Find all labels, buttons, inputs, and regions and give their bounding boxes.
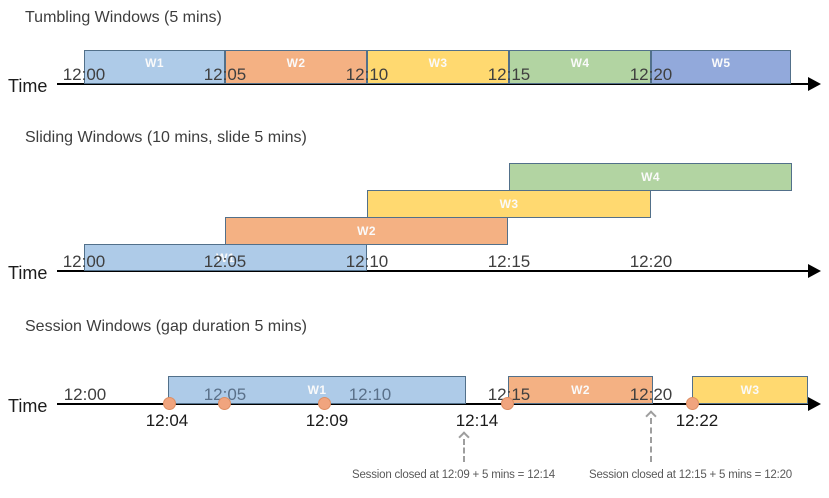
- session-event-label-12-09: 12:09: [305, 411, 349, 430]
- tumbling-window-w2-label: W2: [286, 55, 306, 70]
- session-event-label-12-14: 12:14: [455, 411, 499, 430]
- session-event-dot-12-04: [163, 397, 176, 410]
- sliding-window-w3-label: W3: [499, 197, 519, 211]
- session-event-label-12-22: 12:22: [675, 411, 719, 430]
- tumbling-time-axis-label: Time: [8, 76, 48, 96]
- sliding-window-w4-label: W4: [641, 170, 660, 184]
- session-tick-12-00: 12:00: [63, 385, 107, 404]
- sliding-tick-12-05: 12:05: [203, 252, 247, 271]
- tumbling-timeline-arrowhead-icon: [808, 77, 821, 91]
- sliding-timeline-arrowhead-icon: [808, 264, 821, 278]
- tumbling-window-w2: W2: [225, 50, 367, 84]
- tumbling-window-w3: W3: [367, 50, 509, 84]
- session-window-w2-label: W2: [571, 383, 590, 397]
- session-timeline: [57, 403, 809, 405]
- session-close-arrow-1: [463, 439, 465, 462]
- sliding-window-w2-label: W2: [357, 224, 376, 238]
- tumbling-window-w1: W1: [84, 50, 225, 84]
- tumbling-window-w1-label: W1: [145, 55, 164, 70]
- session-window-w1: W1: [168, 376, 466, 404]
- sliding-window-w1: W1: [84, 244, 367, 271]
- session-tick-12-20: 12:20: [629, 385, 673, 404]
- tumbling-timeline: [57, 83, 809, 85]
- tumbling-tick-12-20: 12:20: [629, 65, 673, 84]
- tumbling-tick-12-05: 12:05: [203, 65, 247, 84]
- session-event-dot-12-22: [686, 397, 699, 410]
- session-time-axis-label: Time: [8, 396, 48, 416]
- sliding-window-w3: W3: [367, 190, 651, 218]
- tumbling-tick-12-10: 12:10: [345, 65, 389, 84]
- tumbling-title: Tumbling Windows (5 mins): [25, 9, 222, 26]
- session-event-dot-12-05: [218, 397, 231, 410]
- session-window-w3: W3: [692, 376, 808, 404]
- tumbling-tick-12-00: 12:00: [62, 65, 106, 84]
- session-tick-12-10: 12:10: [348, 385, 392, 404]
- sliding-title: Sliding Windows (10 mins, slide 5 mins): [25, 129, 307, 146]
- sliding-timeline: [57, 270, 809, 272]
- session-annotation-2: Session closed at 12:15 + 5 mins = 12:20: [589, 469, 792, 481]
- session-window-w1-label: W1: [307, 383, 327, 397]
- sliding-window-w4: W4: [509, 163, 792, 191]
- tumbling-tick-12-15: 12:15: [487, 65, 531, 84]
- tumbling-window-w4-label: W4: [570, 55, 590, 70]
- session-title: Session Windows (gap duration 5 mins): [25, 318, 307, 335]
- session-window-w2: W2: [508, 376, 653, 404]
- session-tick-12-15: 12:15: [487, 385, 531, 404]
- sliding-window-w1-label: W1: [216, 250, 235, 265]
- sliding-tick-12-10: 12:10: [345, 252, 389, 271]
- tumbling-window-w4: W4: [509, 50, 651, 84]
- session-timeline-arrowhead-icon: [808, 397, 821, 411]
- sliding-tick-12-15: 12:15: [487, 252, 531, 271]
- sliding-window-w2: W2: [225, 217, 508, 245]
- tumbling-window-w5: W5: [651, 50, 791, 84]
- session-close-arrow-2: [650, 418, 652, 462]
- tumbling-window-w5-label: W5: [711, 55, 731, 70]
- session-annotation-1: Session closed at 12:09 + 5 mins = 12:14: [352, 469, 555, 481]
- session-event-dot-12-09: [318, 397, 331, 410]
- session-tick-12-05: 12:05: [203, 385, 247, 404]
- sliding-tick-12-20: 12:20: [629, 252, 673, 271]
- session-event-label-12-04: 12:04: [145, 411, 189, 430]
- tumbling-window-w3-label: W3: [428, 55, 448, 70]
- session-event-dot-12-15: [501, 397, 514, 410]
- sliding-time-axis-label: Time: [8, 263, 48, 283]
- sliding-tick-12-00: 12:00: [62, 252, 106, 271]
- session-window-w3-label: W3: [740, 383, 760, 397]
